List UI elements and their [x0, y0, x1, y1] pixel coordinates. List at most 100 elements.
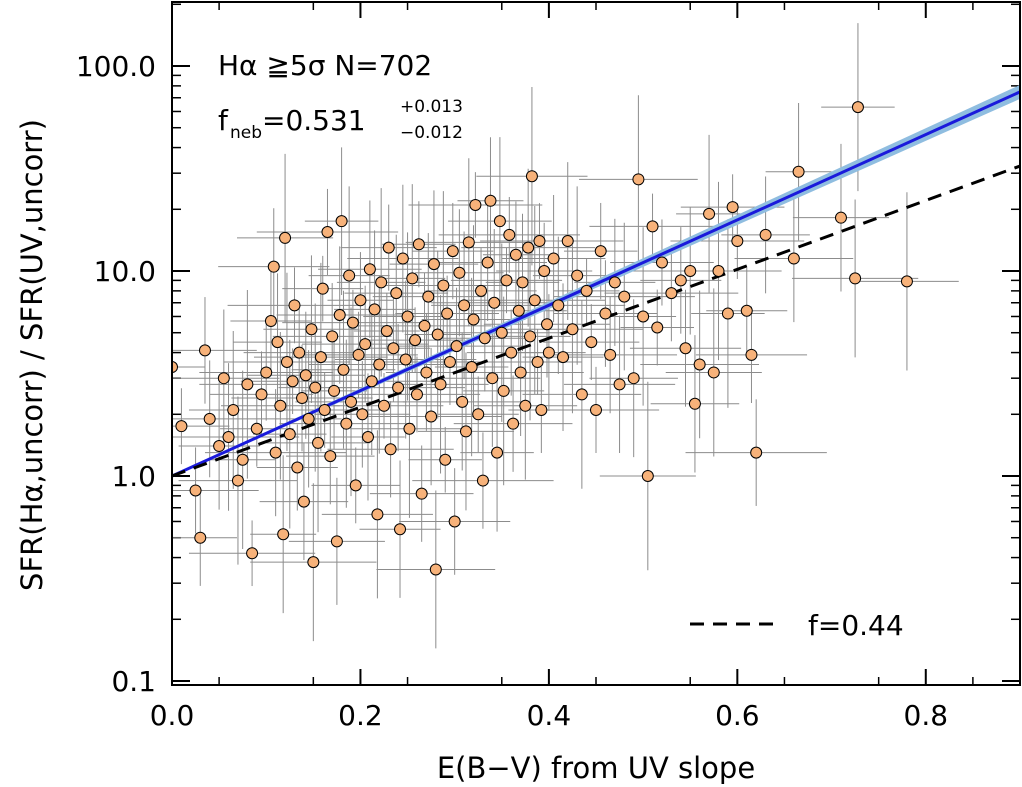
data-point	[293, 346, 306, 359]
data-point	[349, 479, 362, 492]
data-point	[484, 194, 497, 207]
y-tick-label: 10.0	[94, 255, 156, 288]
data-point	[352, 348, 365, 361]
data-point	[203, 412, 216, 425]
data-point	[500, 274, 513, 287]
data-point	[307, 556, 320, 569]
data-point	[448, 515, 461, 528]
data-point	[418, 319, 431, 332]
data-point	[172, 361, 178, 374]
data-point	[519, 399, 532, 412]
data-point	[467, 313, 480, 326]
x-tick-label: 0.2	[338, 699, 383, 732]
data-point	[900, 275, 913, 288]
data-point	[493, 215, 506, 228]
data-point	[279, 231, 292, 244]
data-point	[703, 207, 716, 220]
x-tick-label: 0.0	[150, 699, 195, 732]
x-tick-label: 0.6	[715, 699, 760, 732]
svg-text:f: f	[218, 104, 229, 137]
data-point	[365, 375, 378, 388]
data-point	[368, 303, 381, 316]
data-point	[522, 241, 535, 254]
data-point	[495, 326, 508, 339]
data-point	[641, 470, 654, 482]
data-point	[632, 173, 645, 186]
data-point	[213, 440, 226, 453]
data-point	[412, 238, 425, 251]
data-point	[481, 256, 494, 269]
data-point	[538, 265, 551, 277]
data-point	[478, 332, 491, 345]
data-point	[693, 358, 706, 371]
data-point	[637, 310, 650, 323]
data-point	[330, 535, 343, 548]
data-point	[557, 351, 570, 364]
data-point	[585, 336, 598, 349]
data-point	[422, 290, 435, 303]
data-point	[236, 453, 249, 466]
data-point	[189, 484, 202, 497]
data-point	[608, 276, 621, 289]
data-point	[425, 410, 438, 423]
data-point	[406, 272, 419, 285]
data-point	[255, 388, 268, 401]
data-point	[514, 366, 527, 379]
data-point	[512, 304, 525, 317]
data-point	[476, 474, 489, 487]
svg-text:+0.013: +0.013	[400, 97, 463, 117]
data-point	[792, 165, 805, 178]
data-point	[516, 276, 529, 289]
data-point	[267, 260, 280, 273]
data-point	[373, 358, 386, 371]
data-point	[409, 334, 422, 347]
data-point	[264, 315, 277, 328]
data-point	[491, 446, 504, 459]
data-point	[399, 353, 412, 366]
reference-line-f044	[172, 164, 1021, 478]
data-point	[343, 269, 356, 282]
x-axis-title: E(B−V) from UV slope	[437, 751, 755, 785]
data-point	[403, 422, 416, 435]
data-point	[745, 348, 758, 361]
data-point	[297, 495, 310, 508]
data-point	[222, 430, 235, 443]
data-point	[475, 284, 488, 297]
data-point	[533, 235, 546, 248]
data-point	[459, 425, 472, 438]
data-point	[382, 241, 395, 254]
data-point	[286, 375, 299, 388]
data-point	[217, 372, 230, 385]
legend-label: f=0.44	[808, 609, 904, 642]
data-point	[269, 446, 282, 459]
y-tick-label: 0.1	[111, 665, 156, 698]
data-point	[390, 287, 403, 300]
data-point	[333, 309, 346, 322]
data-point	[655, 256, 668, 269]
data-point	[354, 294, 367, 307]
data-point	[688, 397, 701, 410]
data-point	[427, 258, 440, 271]
data-point	[712, 265, 725, 277]
y-tick-label: 1.0	[111, 460, 156, 493]
data-point	[849, 272, 862, 285]
data-point	[590, 403, 602, 416]
data-point	[431, 328, 444, 341]
data-point	[299, 369, 312, 382]
data-point	[547, 252, 560, 265]
data-point	[302, 412, 315, 425]
data-point	[469, 198, 482, 211]
data-point	[651, 321, 664, 334]
axis-ticks	[171, 2, 1020, 685]
data-point	[260, 366, 273, 379]
data-point	[375, 276, 388, 289]
data-point	[542, 346, 555, 359]
data-point	[337, 363, 350, 376]
data-point	[580, 284, 593, 297]
data-point	[305, 323, 318, 336]
data-point	[345, 395, 358, 408]
data-point	[371, 508, 384, 521]
data-point	[505, 346, 518, 359]
data-point	[646, 220, 659, 233]
